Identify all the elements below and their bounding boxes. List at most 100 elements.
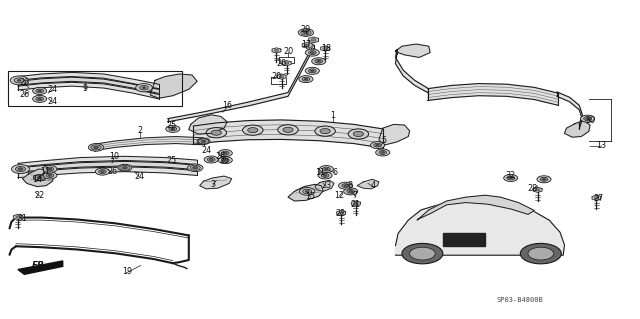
Circle shape: [198, 139, 209, 144]
Circle shape: [305, 44, 310, 47]
Text: 16: 16: [222, 101, 232, 110]
Circle shape: [17, 79, 21, 81]
Text: 4: 4: [371, 181, 376, 190]
Circle shape: [303, 189, 312, 194]
Text: 30: 30: [585, 116, 595, 125]
Circle shape: [193, 167, 198, 169]
Text: 31: 31: [17, 214, 28, 223]
Circle shape: [305, 49, 319, 56]
Circle shape: [339, 212, 343, 214]
Circle shape: [93, 146, 99, 149]
Text: 26: 26: [107, 167, 117, 176]
Polygon shape: [189, 115, 227, 134]
Circle shape: [504, 174, 518, 182]
Polygon shape: [272, 48, 281, 53]
Circle shape: [100, 171, 104, 173]
Polygon shape: [13, 214, 22, 219]
Circle shape: [16, 216, 20, 218]
Circle shape: [48, 174, 52, 176]
Text: 32: 32: [506, 171, 516, 180]
Circle shape: [15, 167, 26, 172]
Text: 24: 24: [47, 97, 58, 106]
Circle shape: [285, 62, 289, 64]
Text: 6: 6: [333, 168, 338, 177]
Circle shape: [36, 89, 44, 93]
Circle shape: [43, 172, 57, 179]
Text: 25: 25: [166, 156, 177, 165]
Circle shape: [301, 30, 311, 35]
Text: 11: 11: [315, 168, 325, 177]
Circle shape: [344, 188, 358, 195]
Polygon shape: [592, 195, 601, 200]
Circle shape: [298, 29, 314, 36]
Circle shape: [347, 189, 355, 193]
Circle shape: [166, 125, 180, 132]
Circle shape: [317, 60, 321, 62]
Circle shape: [312, 58, 326, 65]
Circle shape: [197, 138, 210, 145]
Circle shape: [374, 143, 381, 147]
Circle shape: [218, 150, 232, 157]
Polygon shape: [18, 77, 159, 93]
Circle shape: [304, 78, 308, 80]
Circle shape: [305, 190, 309, 192]
Polygon shape: [302, 42, 312, 48]
Circle shape: [188, 164, 203, 172]
Circle shape: [243, 125, 263, 135]
Polygon shape: [95, 137, 204, 151]
Circle shape: [349, 190, 353, 192]
Circle shape: [536, 189, 540, 191]
Text: 24: 24: [134, 172, 145, 181]
Circle shape: [46, 174, 54, 177]
Circle shape: [95, 168, 109, 175]
Circle shape: [211, 130, 221, 135]
Circle shape: [305, 67, 319, 74]
Polygon shape: [351, 201, 360, 206]
Circle shape: [36, 97, 44, 101]
Polygon shape: [396, 202, 564, 255]
Polygon shape: [193, 120, 383, 148]
Polygon shape: [396, 44, 430, 57]
Circle shape: [520, 243, 561, 264]
Circle shape: [14, 78, 24, 83]
Circle shape: [12, 165, 29, 174]
Circle shape: [283, 127, 293, 132]
Text: 20: 20: [276, 59, 287, 68]
Circle shape: [278, 125, 298, 135]
Text: 22: 22: [335, 209, 346, 218]
Text: 27: 27: [593, 194, 604, 203]
Circle shape: [376, 149, 390, 156]
Circle shape: [221, 151, 229, 155]
Circle shape: [248, 128, 258, 133]
Circle shape: [323, 167, 330, 171]
Circle shape: [299, 76, 313, 83]
Circle shape: [223, 159, 227, 161]
Circle shape: [221, 158, 229, 162]
Text: 22: 22: [35, 191, 45, 200]
Polygon shape: [288, 184, 323, 201]
Text: 11: 11: [40, 167, 50, 176]
Circle shape: [315, 126, 335, 136]
Polygon shape: [277, 74, 286, 79]
Polygon shape: [18, 167, 197, 178]
Circle shape: [308, 51, 316, 55]
Polygon shape: [168, 45, 314, 122]
Circle shape: [38, 90, 42, 92]
Circle shape: [171, 128, 175, 130]
Circle shape: [509, 177, 513, 179]
Circle shape: [35, 175, 45, 180]
Circle shape: [323, 174, 327, 176]
Text: 29: 29: [301, 25, 311, 34]
Circle shape: [321, 174, 329, 177]
Circle shape: [348, 129, 369, 139]
Text: 24: 24: [47, 85, 58, 94]
Text: 26: 26: [216, 152, 226, 161]
Circle shape: [169, 127, 177, 131]
Circle shape: [540, 177, 548, 181]
Circle shape: [318, 172, 332, 179]
Polygon shape: [428, 84, 558, 105]
Circle shape: [99, 170, 106, 174]
Circle shape: [586, 118, 589, 120]
Circle shape: [376, 144, 380, 146]
Text: 21: 21: [351, 200, 361, 209]
